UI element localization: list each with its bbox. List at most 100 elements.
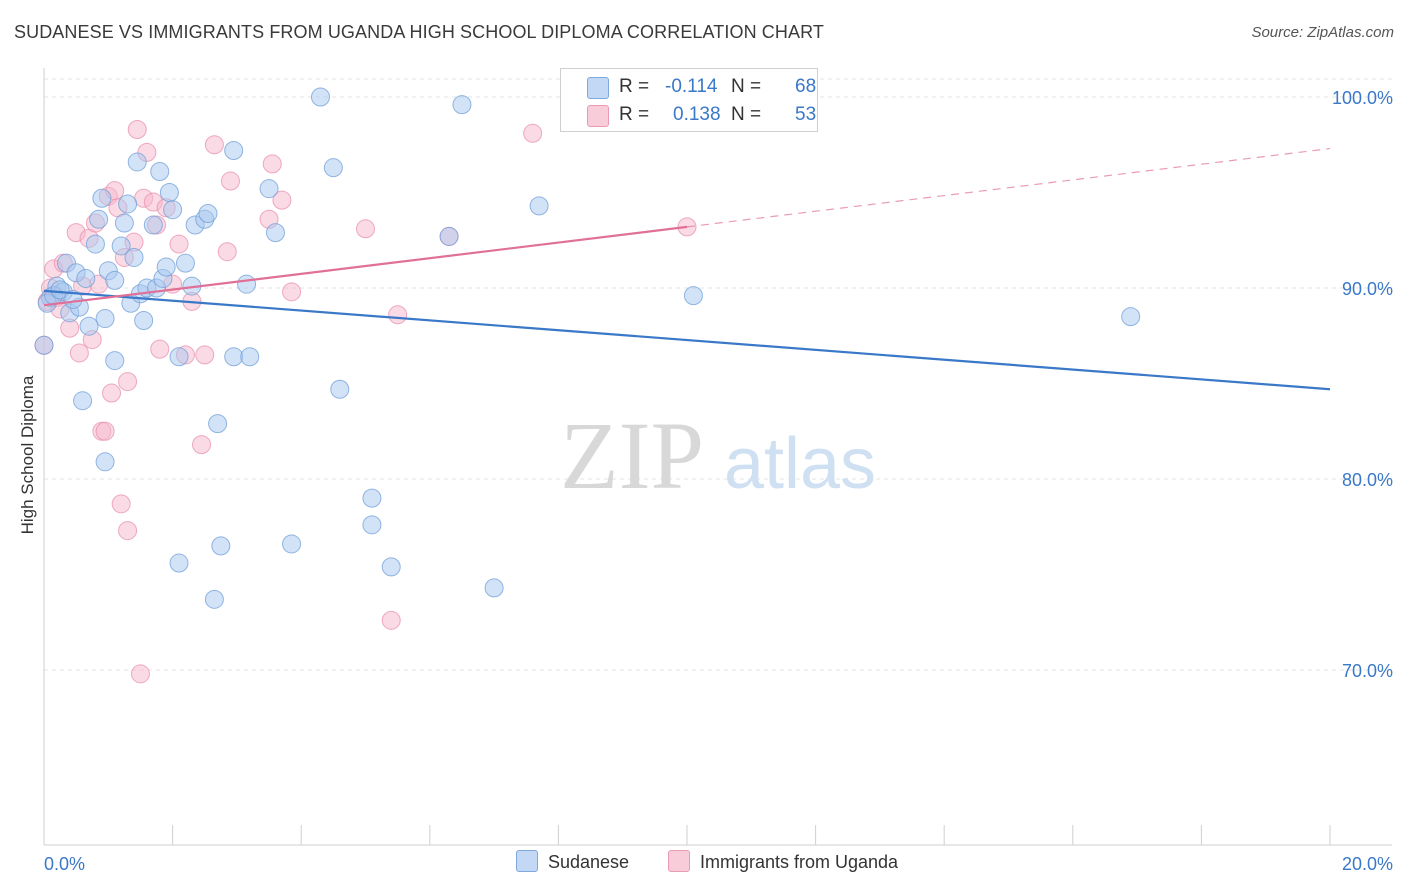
watermark: ZIP atlas bbox=[560, 402, 876, 509]
legend-r-value: -0.114 bbox=[665, 76, 718, 97]
sudanese-point bbox=[362, 515, 382, 535]
sudanese-point bbox=[323, 158, 343, 178]
sudanese-point bbox=[208, 414, 228, 434]
tick-labels: 70.0% 80.0% 90.0% 100.0% 0.0% 20.0% bbox=[44, 88, 1393, 874]
bottom-legend-swatch-sudanese bbox=[516, 850, 538, 872]
uganda-point bbox=[111, 494, 131, 514]
sudanese-point bbox=[111, 236, 131, 256]
y-tick-label: 100.0% bbox=[1332, 88, 1393, 108]
sudanese-point bbox=[211, 536, 231, 556]
trend-line-sudanese bbox=[43, 289, 1331, 391]
uganda-point bbox=[127, 119, 147, 139]
chart-title: SUDANESE VS IMMIGRANTS FROM UGANDA HIGH … bbox=[14, 22, 824, 42]
uganda-point bbox=[282, 282, 302, 302]
sudanese-point bbox=[452, 95, 472, 115]
y-tick-label: 70.0% bbox=[1342, 661, 1393, 681]
sudanese-point bbox=[134, 310, 154, 330]
x-tick-label: 20.0% bbox=[1342, 854, 1393, 874]
sudanese-point bbox=[169, 553, 189, 573]
sudanese-point bbox=[76, 268, 96, 288]
uganda-point bbox=[130, 664, 150, 684]
sudanese-point bbox=[92, 188, 112, 208]
sudanese-point bbox=[143, 215, 163, 235]
sudanese-point bbox=[105, 351, 125, 371]
legend-swatch-sudanese bbox=[587, 77, 609, 99]
bottom-legend-label-uganda: Immigrants from Uganda bbox=[700, 852, 899, 872]
sudanese-point bbox=[282, 534, 302, 554]
sudanese-point bbox=[330, 379, 350, 399]
uganda-point bbox=[381, 610, 401, 630]
y-axis-label: High School Diploma bbox=[18, 375, 37, 535]
legend-r-label: R = bbox=[619, 104, 650, 125]
sudanese-point bbox=[237, 274, 257, 294]
x-tick-label: 0.0% bbox=[44, 854, 85, 874]
uganda-point bbox=[69, 343, 89, 363]
sudanese-point bbox=[381, 557, 401, 577]
sudanese-point bbox=[204, 589, 224, 609]
sudanese-point bbox=[224, 347, 244, 367]
uganda-point bbox=[220, 171, 240, 191]
series-sudanese-points bbox=[34, 87, 1141, 609]
sudanese-point bbox=[163, 200, 183, 220]
sudanese-point bbox=[224, 140, 244, 160]
legend-n-label: N = bbox=[731, 76, 762, 97]
sudanese-point bbox=[156, 257, 176, 277]
bottom-legend-sudanese: Sudanese bbox=[516, 850, 629, 873]
legend-swatch-uganda bbox=[587, 105, 609, 127]
uganda-point bbox=[169, 234, 189, 254]
trend-line-uganda bbox=[43, 225, 688, 307]
sudanese-point bbox=[114, 213, 134, 233]
uganda-point bbox=[118, 372, 138, 392]
sudanese-point bbox=[118, 194, 138, 214]
uganda-point bbox=[95, 421, 115, 441]
y-tick-label: 90.0% bbox=[1342, 279, 1393, 299]
legend-n-value: 68 bbox=[795, 76, 817, 97]
bottom-legend-uganda: Immigrants from Uganda bbox=[668, 850, 898, 873]
legend-n-label: N = bbox=[731, 104, 762, 125]
source-note: Source: ZipAtlas.com bbox=[1251, 24, 1394, 41]
trend-line-uganda-extension bbox=[686, 147, 1331, 228]
uganda-point bbox=[388, 305, 408, 325]
sudanese-point bbox=[73, 391, 93, 411]
uganda-point bbox=[262, 154, 282, 174]
watermark-atlas: atlas bbox=[724, 424, 876, 504]
sudanese-point bbox=[169, 347, 189, 367]
sudanese-point bbox=[310, 87, 330, 107]
sudanese-point bbox=[85, 234, 105, 254]
uganda-point bbox=[523, 123, 543, 143]
sudanese-point bbox=[362, 488, 382, 508]
sudanese-point bbox=[529, 196, 549, 216]
uganda-point bbox=[192, 435, 212, 455]
uganda-point bbox=[102, 383, 122, 403]
bottom-legend-label-sudanese: Sudanese bbox=[548, 852, 630, 872]
uganda-point bbox=[217, 242, 237, 262]
sudanese-point bbox=[79, 316, 99, 336]
sudanese-point bbox=[1121, 307, 1141, 327]
axes bbox=[43, 68, 1392, 846]
sudanese-point bbox=[34, 335, 54, 355]
sudanese-point bbox=[175, 253, 195, 273]
sudanese-point bbox=[240, 347, 260, 367]
uganda-point bbox=[356, 219, 375, 239]
sudanese-point bbox=[89, 209, 109, 229]
sudanese-point bbox=[439, 226, 459, 246]
sudanese-point bbox=[63, 289, 83, 309]
bottom-legend-swatch-uganda bbox=[668, 850, 690, 872]
uganda-point bbox=[272, 190, 292, 210]
sudanese-point bbox=[683, 286, 703, 306]
trend-lines bbox=[43, 147, 1331, 391]
sudanese-point bbox=[95, 452, 115, 472]
stats-legend: R = -0.114 N = 68 R = 0.138 N = 53 bbox=[560, 68, 818, 132]
uganda-point bbox=[195, 345, 215, 365]
sudanese-point bbox=[159, 183, 179, 202]
sudanese-point bbox=[95, 309, 115, 329]
y-tick-label: 80.0% bbox=[1342, 470, 1393, 490]
uganda-point bbox=[204, 135, 224, 155]
watermark-zip: ZIP bbox=[560, 402, 704, 509]
grid-lines bbox=[44, 78, 1392, 671]
legend-n-value: 53 bbox=[795, 104, 817, 125]
legend-r-value: 0.138 bbox=[673, 104, 721, 125]
sudanese-point bbox=[484, 578, 504, 598]
sudanese-point bbox=[198, 204, 218, 224]
uganda-point bbox=[118, 521, 138, 541]
